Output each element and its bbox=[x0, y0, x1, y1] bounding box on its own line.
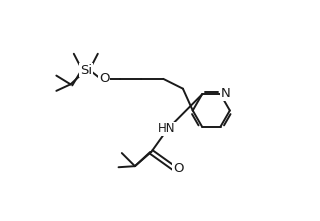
Text: O: O bbox=[99, 72, 110, 85]
Text: N: N bbox=[220, 87, 230, 100]
Text: O: O bbox=[173, 162, 183, 175]
Text: HN: HN bbox=[158, 122, 175, 135]
Text: Si: Si bbox=[80, 64, 92, 77]
